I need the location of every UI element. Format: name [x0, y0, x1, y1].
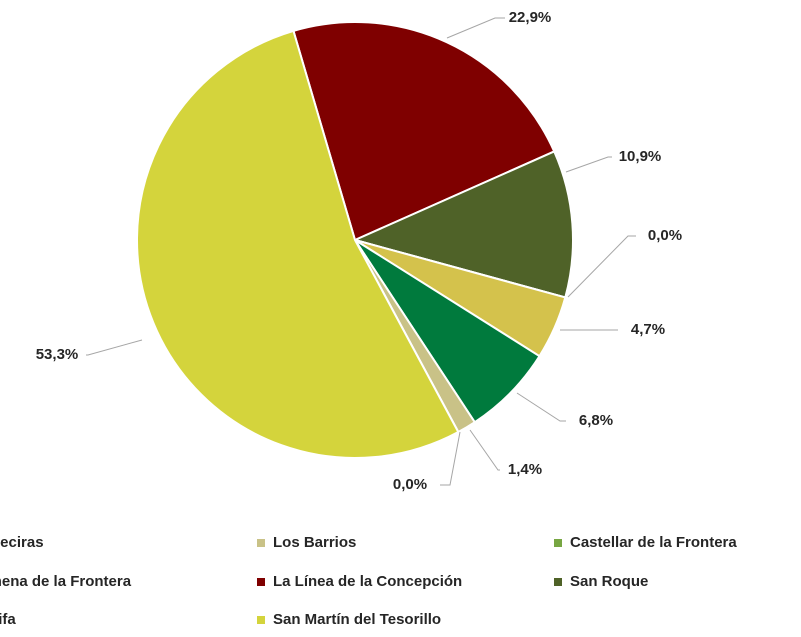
legend-label: Castellar de la Frontera — [570, 534, 737, 551]
leader-line — [446, 17, 505, 39]
legend-label: San Martín del Tesorillo — [273, 611, 441, 628]
legend-swatch — [257, 616, 265, 624]
data-label: 0,0% — [648, 227, 682, 244]
leader-line — [516, 392, 566, 422]
pie-slice — [352, 150, 574, 299]
leader-line — [565, 156, 612, 173]
data-label: 4,7% — [631, 321, 665, 338]
legend-label: Jimena de la Frontera — [0, 573, 132, 590]
legend-label: Los Barrios — [273, 534, 356, 551]
legend-swatch — [257, 539, 265, 547]
leader-line — [86, 339, 143, 356]
data-label: 53,3% — [36, 346, 79, 363]
data-label: 1,4% — [508, 461, 542, 478]
data-label: 6,8% — [579, 412, 613, 429]
leader-line — [440, 431, 461, 486]
leader-line — [567, 235, 636, 298]
legend-swatch — [554, 539, 562, 547]
legend-label: San Roque — [570, 573, 648, 590]
pie-slice — [135, 29, 460, 459]
legend-swatch — [257, 578, 265, 586]
leader-line — [469, 429, 500, 471]
data-label: 10,9% — [619, 148, 662, 165]
pie-slice — [292, 21, 556, 242]
data-label: 0,0% — [393, 476, 427, 493]
legend-label: Algeciras — [0, 534, 44, 551]
legend-label: Tarifa — [0, 611, 16, 628]
legend-label: La Línea de la Concepción — [273, 573, 462, 590]
legend-swatch — [554, 578, 562, 586]
data-label: 22,9% — [509, 9, 552, 26]
